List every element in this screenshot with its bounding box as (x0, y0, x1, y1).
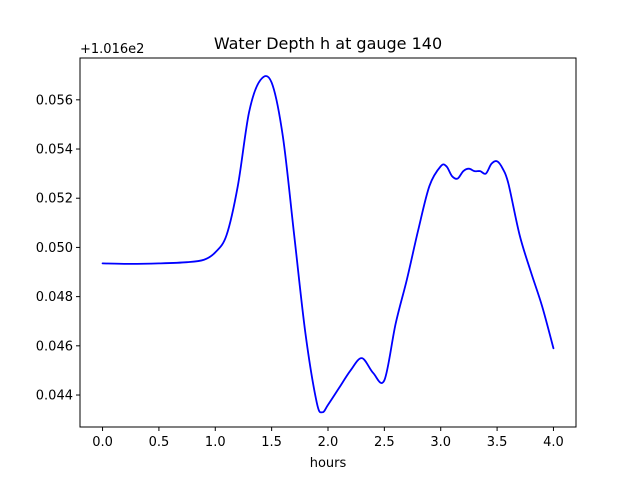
y-tick-label: 0.054 (36, 143, 73, 158)
x-tick-label: 3.0 (430, 435, 451, 450)
y-tick-label: 0.046 (36, 339, 73, 354)
x-tick-label: 0.0 (92, 435, 113, 450)
y-axis: 0.044 0.046 0.048 0.050 0.052 0.054 0.056 (36, 93, 80, 404)
plot-area (79, 57, 577, 428)
x-tick-label: 0.5 (149, 435, 170, 450)
chart-title: Water Depth h at gauge 140 (214, 34, 442, 53)
x-tick-label: 1.5 (261, 435, 282, 450)
y-offset-label: +1.016e2 (80, 42, 144, 57)
x-tick-label: 2.5 (374, 435, 395, 450)
x-tick-label: 1.0 (205, 435, 226, 450)
y-tick-label: 0.050 (36, 241, 73, 256)
series-layer (101, 75, 555, 414)
x-axis-label: hours (310, 456, 347, 471)
y-tick-label: 0.052 (36, 192, 73, 207)
y-tick-label: 0.044 (36, 389, 73, 404)
x-tick-label: 3.5 (487, 435, 508, 450)
y-tick-label: 0.048 (36, 290, 73, 305)
plot-frame (79, 57, 577, 428)
y-tick-label: 0.056 (36, 93, 73, 108)
series-line-0 (101, 75, 555, 414)
x-tick-label: 2.0 (318, 435, 339, 450)
x-tick-label: 4.0 (543, 435, 564, 450)
x-axis: 0.0 0.5 1.0 1.5 2.0 2.5 3.0 3.5 4.0 (92, 427, 564, 450)
